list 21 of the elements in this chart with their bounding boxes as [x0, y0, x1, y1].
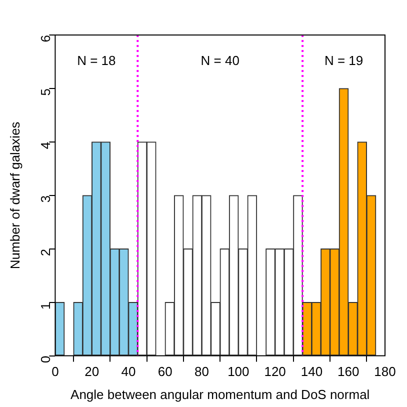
y-tick-label: 1 — [38, 302, 53, 310]
x-tick-label: 40 — [121, 364, 136, 380]
x-tick-label: 120 — [264, 364, 286, 380]
y-tick-label: 5 — [38, 88, 53, 96]
x-axis-title: Angle between angular momentum and DoS normal — [70, 386, 370, 402]
y-tick-label: 2 — [38, 248, 53, 256]
annotation: N = 40 — [200, 53, 240, 68]
y-tick-label: 4 — [38, 142, 53, 150]
x-tick-label: 20 — [84, 364, 100, 380]
x-tick-label: 140 — [300, 364, 323, 380]
y-tick-label: 0 — [38, 356, 53, 364]
x-tick-label: 100 — [228, 364, 250, 380]
x-tick-label: 180 — [374, 364, 396, 380]
annotation: N = 19 — [324, 53, 364, 68]
y-axis-title: Number of dwarf galaxies — [7, 121, 22, 270]
x-tick-label: 160 — [338, 364, 360, 380]
annotation: N = 18 — [77, 53, 116, 68]
y-tick-label: 6 — [38, 35, 53, 42]
x-tick-label: 80 — [194, 364, 210, 380]
y-tick-label: 3 — [38, 195, 53, 203]
x-tick-label: 60 — [158, 364, 172, 380]
